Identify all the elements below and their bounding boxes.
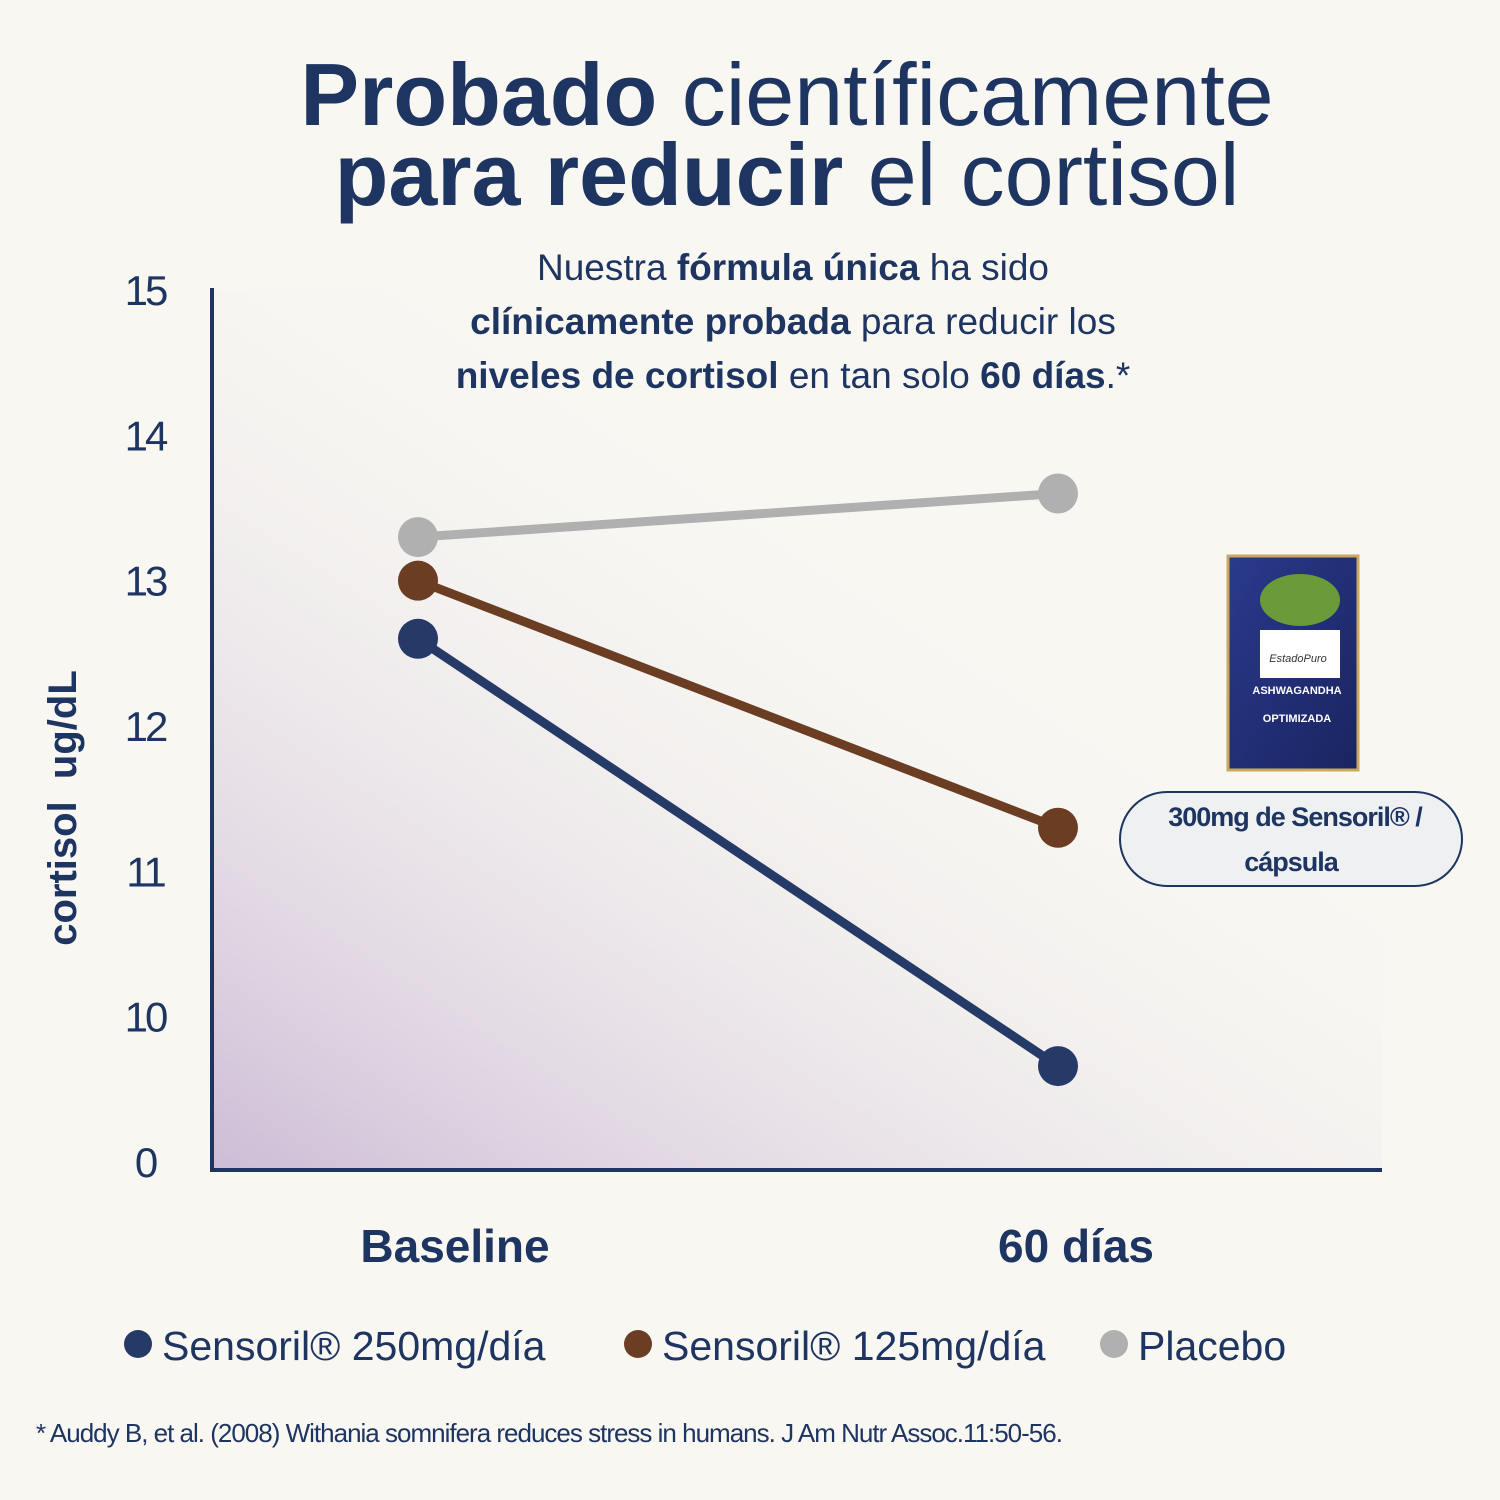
subtitle-part: niveles de cortisol <box>456 355 779 396</box>
subtitle-part: fórmula única <box>677 247 920 288</box>
y-tick-label: 0 <box>135 1139 157 1186</box>
series-line <box>415 635 1061 1070</box>
title-part: el cortisol <box>843 125 1239 224</box>
subtitle-part: .* <box>1106 355 1131 396</box>
subtitle-part: clínicamente probada <box>470 301 851 342</box>
y-tick-label: 11 <box>126 848 165 895</box>
callout-text: 300mg de Sensoril® / <box>1168 802 1423 832</box>
y-tick-label: 14 <box>125 412 168 459</box>
data-point <box>1038 473 1078 514</box>
y-axis-label: cortisol ug/dL <box>41 670 85 946</box>
legend-swatch <box>1100 1330 1128 1358</box>
series-line <box>416 576 1060 832</box>
series-line <box>417 488 1059 542</box>
title: para reducir el cortisol <box>335 125 1240 224</box>
subtitle-part: ha sido <box>919 247 1049 288</box>
subtitle: niveles de cortisol en tan solo 60 días.… <box>456 355 1131 396</box>
subtitle-part: Nuestra <box>537 247 677 288</box>
legend-label: Sensoril® 125mg/día <box>662 1323 1046 1369</box>
y-tick-label: 13 <box>125 558 167 605</box>
leaves <box>1260 574 1340 626</box>
data-point <box>398 618 438 659</box>
product-variant: OPTIMIZADA <box>1263 713 1331 725</box>
data-point <box>398 517 438 558</box>
title: Probado científicamente <box>300 45 1273 144</box>
title-part: Probado <box>300 45 657 144</box>
subtitle-part: para reducir los <box>851 301 1116 342</box>
title-part: para reducir <box>335 125 844 224</box>
label <box>1260 630 1340 678</box>
y-tick-label: 15 <box>125 267 167 314</box>
callout-text: cápsula <box>1244 847 1340 877</box>
data-point <box>1038 1046 1078 1087</box>
legend-label: Placebo <box>1138 1323 1286 1369</box>
subtitle: Nuestra fórmula única ha sido <box>537 247 1049 288</box>
x-tick-label: 60 días <box>998 1220 1154 1272</box>
legend-swatch <box>124 1330 152 1358</box>
subtitle-part: 60 días <box>980 355 1105 396</box>
callout-box <box>1119 791 1463 887</box>
y-tick-label: 10 <box>125 994 167 1041</box>
product-box: EstadoPuro ASHWAGANDHA OPTIMIZADA <box>1226 554 1360 772</box>
footnote: * Auddy B, et al. (2008) Withania somnif… <box>36 1418 1062 1448</box>
data-point <box>1038 807 1078 848</box>
title-part: científicamente <box>657 45 1273 144</box>
x-tick-label: Baseline <box>360 1220 549 1272</box>
data-point <box>398 560 438 601</box>
legend-label: Sensoril® 250mg/día <box>162 1323 546 1369</box>
brand: EstadoPuro <box>1269 653 1326 665</box>
legend-swatch <box>624 1330 652 1358</box>
y-tick-label: 12 <box>125 703 167 750</box>
subtitle-part: en tan solo <box>779 355 981 396</box>
product-name: ASHWAGANDHA <box>1252 685 1341 697</box>
subtitle: clínicamente probada para reducir los <box>470 301 1116 342</box>
